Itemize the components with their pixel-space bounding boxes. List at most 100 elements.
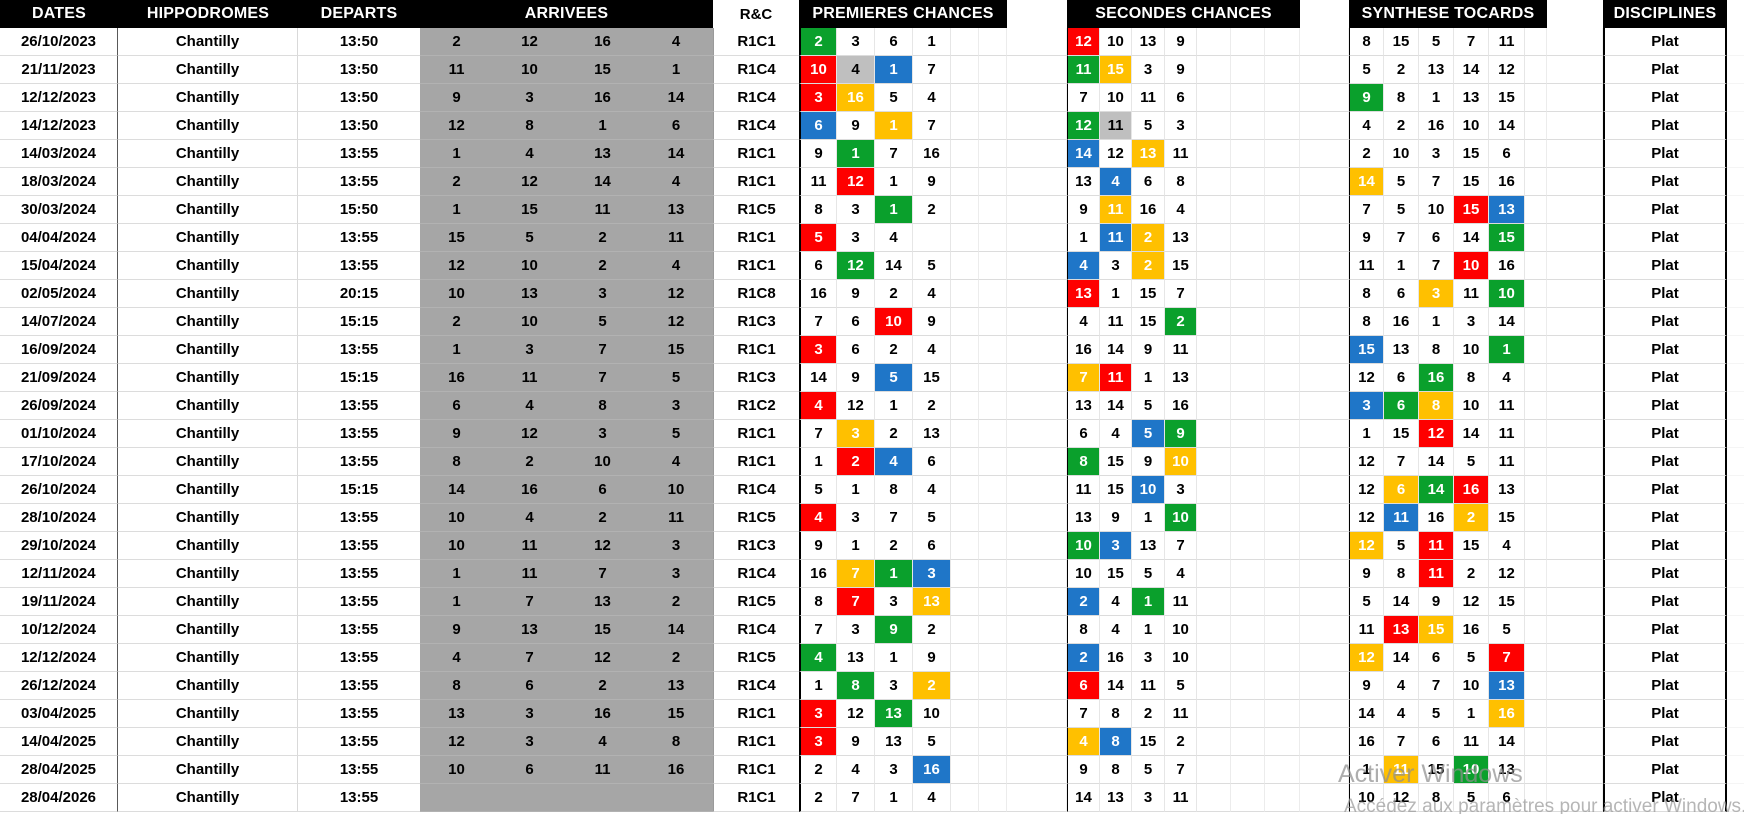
synthese-cell-5[interactable]: 15 xyxy=(1489,224,1525,252)
gap-cell[interactable] xyxy=(1547,448,1603,476)
arrivee-cell-2[interactable]: 10 xyxy=(493,252,566,280)
synthese-cell-5[interactable]: 16 xyxy=(1489,700,1525,728)
empty-cell[interactable] xyxy=(1197,280,1231,308)
synthese-cell-2[interactable]: 12 xyxy=(1384,784,1419,812)
synthese-cell-2[interactable]: 2 xyxy=(1384,112,1419,140)
premieres-cell-3[interactable]: 5 xyxy=(875,84,913,112)
synthese-cell-1[interactable]: 3 xyxy=(1349,392,1384,420)
gap-cell[interactable] xyxy=(1007,560,1067,588)
premieres-cell-3[interactable]: 3 xyxy=(875,756,913,784)
depart-cell[interactable]: 13:55 xyxy=(298,728,420,756)
premieres-cell-4[interactable]: 4 xyxy=(913,336,951,364)
synthese-cell-4[interactable]: 2 xyxy=(1454,560,1489,588)
gap-cell[interactable] xyxy=(1547,784,1603,812)
secondes-cell-2[interactable]: 11 xyxy=(1100,196,1132,224)
secondes-cell-2[interactable]: 15 xyxy=(1100,560,1132,588)
synthese-cell-4[interactable]: 15 xyxy=(1454,196,1489,224)
arrivee-cell-3[interactable]: 12 xyxy=(566,644,639,672)
empty-cell[interactable] xyxy=(1525,392,1547,420)
secondes-cell-1[interactable]: 9 xyxy=(1067,196,1100,224)
discipline-cell[interactable]: Plat xyxy=(1603,672,1727,700)
gap-cell[interactable] xyxy=(1300,168,1349,196)
empty-cell[interactable] xyxy=(1265,784,1300,812)
secondes-cell-4[interactable]: 3 xyxy=(1165,112,1197,140)
margin-cell[interactable] xyxy=(1727,364,1744,392)
premieres-cell-4[interactable]: 9 xyxy=(913,644,951,672)
gap-cell[interactable] xyxy=(1547,224,1603,252)
depart-cell[interactable]: 15:15 xyxy=(298,364,420,392)
synthese-cell-2[interactable]: 11 xyxy=(1384,504,1419,532)
empty-cell[interactable] xyxy=(979,420,1007,448)
arrivee-cell-1[interactable]: 1 xyxy=(420,196,493,224)
synthese-cell-1[interactable]: 10 xyxy=(1349,784,1384,812)
empty-cell[interactable] xyxy=(1525,84,1547,112)
synthese-cell-3[interactable]: 14 xyxy=(1419,476,1454,504)
depart-cell[interactable]: 13:55 xyxy=(298,448,420,476)
secondes-cell-2[interactable]: 15 xyxy=(1100,476,1132,504)
arrivee-cell-1[interactable]: 4 xyxy=(420,644,493,672)
arrivee-cell-4[interactable]: 12 xyxy=(639,280,713,308)
synthese-cell-5[interactable]: 15 xyxy=(1489,504,1525,532)
premieres-cell-1[interactable]: 2 xyxy=(799,756,837,784)
depart-cell[interactable]: 13:55 xyxy=(298,224,420,252)
secondes-cell-3[interactable]: 15 xyxy=(1132,728,1165,756)
empty-cell[interactable] xyxy=(979,392,1007,420)
margin-cell[interactable] xyxy=(1727,196,1744,224)
gap-cell[interactable] xyxy=(1547,672,1603,700)
rc-cell[interactable]: R1C1 xyxy=(713,28,799,56)
empty-cell[interactable] xyxy=(1231,364,1265,392)
premieres-cell-3[interactable]: 6 xyxy=(875,28,913,56)
premieres-cell-1[interactable]: 7 xyxy=(799,616,837,644)
premieres-cell-3[interactable]: 7 xyxy=(875,504,913,532)
margin-cell[interactable] xyxy=(1727,672,1744,700)
arrivee-cell-2[interactable]: 15 xyxy=(493,196,566,224)
gap-cell[interactable] xyxy=(1300,252,1349,280)
arrivee-cell-1[interactable]: 10 xyxy=(420,532,493,560)
gap-cell[interactable] xyxy=(1300,616,1349,644)
synthese-cell-5[interactable]: 13 xyxy=(1489,476,1525,504)
secondes-cell-2[interactable]: 4 xyxy=(1100,168,1132,196)
empty-cell[interactable] xyxy=(1231,532,1265,560)
premieres-cell-3[interactable]: 13 xyxy=(875,728,913,756)
synthese-cell-1[interactable]: 11 xyxy=(1349,252,1384,280)
gap-cell[interactable] xyxy=(1300,672,1349,700)
secondes-cell-3[interactable]: 16 xyxy=(1132,196,1165,224)
empty-cell[interactable] xyxy=(1525,560,1547,588)
hippodrome-cell[interactable]: Chantilly xyxy=(118,196,298,224)
rc-cell[interactable]: R1C3 xyxy=(713,308,799,336)
gap-cell[interactable] xyxy=(1007,168,1067,196)
premieres-cell-1[interactable]: 2 xyxy=(799,784,837,812)
premieres-cell-1[interactable]: 6 xyxy=(799,252,837,280)
header-disciplines[interactable]: DISCIPLINES xyxy=(1603,0,1727,28)
premieres-cell-2[interactable]: 9 xyxy=(837,280,875,308)
premieres-cell-2[interactable]: 7 xyxy=(837,560,875,588)
premieres-cell-4[interactable]: 2 xyxy=(913,616,951,644)
synthese-cell-3[interactable]: 7 xyxy=(1419,252,1454,280)
synthese-cell-5[interactable]: 12 xyxy=(1489,560,1525,588)
depart-cell[interactable]: 13:55 xyxy=(298,560,420,588)
hippodrome-cell[interactable]: Chantilly xyxy=(118,364,298,392)
empty-cell[interactable] xyxy=(1525,448,1547,476)
empty-cell[interactable] xyxy=(1265,252,1300,280)
arrivee-cell-3[interactable]: 3 xyxy=(566,420,639,448)
margin-cell[interactable] xyxy=(1727,756,1744,784)
empty-cell[interactable] xyxy=(951,168,979,196)
arrivee-cell-4[interactable]: 4 xyxy=(639,448,713,476)
margin-cell[interactable] xyxy=(1727,336,1744,364)
gap-cell[interactable] xyxy=(1007,616,1067,644)
empty-cell[interactable] xyxy=(1525,280,1547,308)
arrivee-cell-4[interactable]: 8 xyxy=(639,728,713,756)
secondes-cell-1[interactable]: 4 xyxy=(1067,728,1100,756)
empty-cell[interactable] xyxy=(1231,616,1265,644)
secondes-cell-3[interactable]: 3 xyxy=(1132,56,1165,84)
synthese-cell-3[interactable]: 8 xyxy=(1419,336,1454,364)
empty-cell[interactable] xyxy=(1525,224,1547,252)
synthese-cell-4[interactable]: 10 xyxy=(1454,756,1489,784)
gap-cell[interactable] xyxy=(1007,196,1067,224)
discipline-cell[interactable]: Plat xyxy=(1603,700,1727,728)
secondes-cell-4[interactable]: 13 xyxy=(1165,364,1197,392)
depart-cell[interactable]: 13:55 xyxy=(298,532,420,560)
premieres-cell-1[interactable]: 7 xyxy=(799,308,837,336)
empty-cell[interactable] xyxy=(1197,700,1231,728)
arrivee-cell-3[interactable]: 2 xyxy=(566,252,639,280)
